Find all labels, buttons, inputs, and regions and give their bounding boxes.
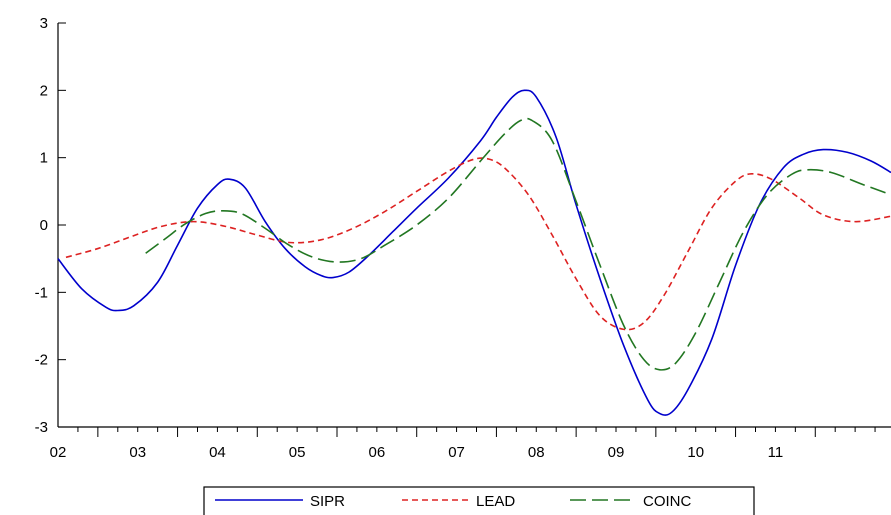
- y-tick-label: 1: [40, 150, 48, 167]
- y-tick-label: 3: [40, 15, 48, 32]
- y-tick-label: 0: [40, 217, 48, 234]
- legend: SIPR LEAD COINC: [203, 486, 755, 515]
- x-tick-label: 06: [369, 444, 386, 461]
- x-tick-label: 02: [50, 444, 67, 461]
- legend-box: [203, 486, 755, 515]
- x-tick-label: 10: [687, 444, 704, 461]
- series-line-sipr: [57, 89, 891, 416]
- x-tick-label: 08: [528, 444, 545, 461]
- x-tick-label: 05: [289, 444, 306, 461]
- y-tick-label: -2: [35, 352, 48, 369]
- series-line-lead: [65, 157, 891, 331]
- series-line-coinc: [145, 117, 891, 371]
- x-tick-label: 04: [209, 444, 226, 461]
- x-tick-label: 09: [608, 444, 625, 461]
- legend-label-coinc: COINC: [643, 493, 692, 510]
- legend-label-lead: LEAD: [476, 493, 515, 510]
- x-tick-label: 03: [129, 444, 146, 461]
- x-tick-label: 07: [448, 444, 465, 461]
- series-layer: [57, 89, 891, 416]
- legend-label-sipr: SIPR: [310, 493, 345, 510]
- y-tick-label: 2: [40, 82, 48, 99]
- y-tick-label: -3: [35, 419, 48, 436]
- x-tick-label: 11: [768, 444, 784, 461]
- y-tick-label: -1: [35, 284, 48, 301]
